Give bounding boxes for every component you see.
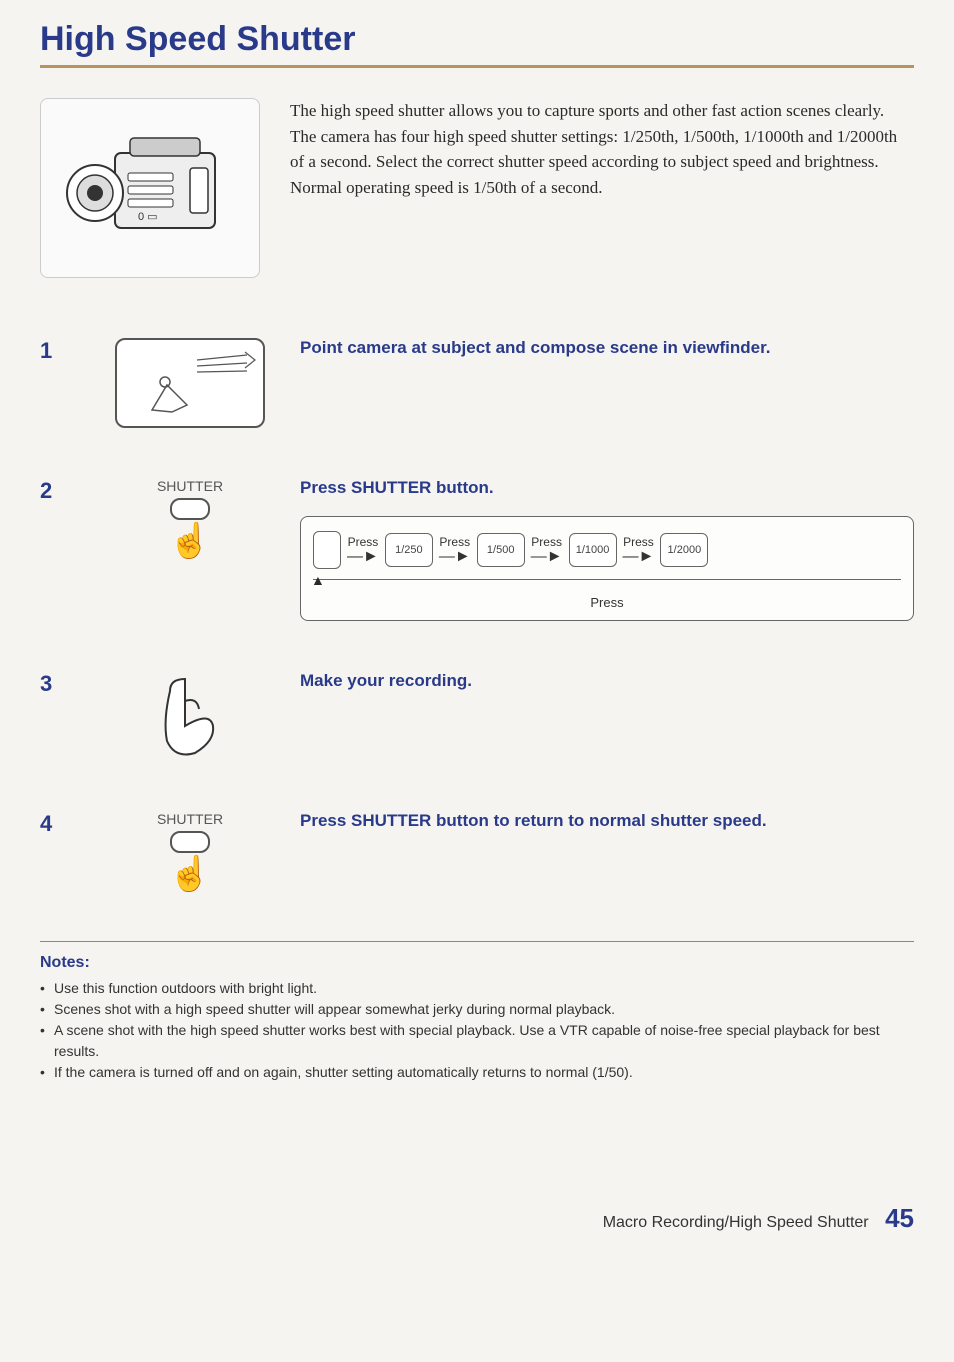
flow-press-label: Press bbox=[439, 535, 470, 549]
step-4: 4 SHUTTER ☝ Press SHUTTER button to retu… bbox=[40, 811, 914, 891]
camera-illustration: 0 ▭ bbox=[40, 98, 260, 278]
notes-divider bbox=[40, 941, 914, 942]
shutter-button-icon bbox=[170, 831, 210, 853]
flow-speed-box: 1/250 bbox=[385, 533, 433, 567]
step-1-headline: Point camera at subject and compose scen… bbox=[300, 338, 914, 358]
step-number: 3 bbox=[40, 671, 80, 697]
camera-icon: 0 ▭ bbox=[60, 118, 240, 258]
flow-press-label: Press bbox=[531, 535, 562, 549]
step-2-illustration: SHUTTER ☝ bbox=[110, 478, 270, 558]
shutter-button-label: SHUTTER bbox=[157, 811, 223, 827]
arrow-right-icon: ―► bbox=[531, 549, 563, 565]
arrow-right-icon: ―► bbox=[623, 549, 655, 565]
step-1: 1 Point camera at subject and compose sc… bbox=[40, 338, 914, 428]
page-number: 45 bbox=[885, 1203, 914, 1233]
step-3: 3 Make your recording. bbox=[40, 671, 914, 761]
press-hand-icon: ☝ bbox=[169, 857, 211, 891]
viewfinder-icon bbox=[115, 338, 265, 428]
flow-start-box bbox=[313, 531, 341, 569]
step-number: 4 bbox=[40, 811, 80, 837]
intro-text: The high speed shutter allows you to cap… bbox=[290, 98, 914, 278]
arrow-right-icon: ―► bbox=[347, 549, 379, 565]
page-footer: Macro Recording/High Speed Shutter 45 bbox=[40, 1203, 914, 1234]
shutter-flow-diagram: Press ―► 1/250 Press ―► 1/500 Press ―► 1… bbox=[300, 516, 914, 621]
step-3-illustration bbox=[110, 671, 270, 761]
notes-item: Use this function outdoors with bright l… bbox=[40, 978, 914, 999]
step-4-illustration: SHUTTER ☝ bbox=[110, 811, 270, 891]
arrow-right-icon: ―► bbox=[439, 549, 471, 565]
flow-press-label: Press bbox=[623, 535, 654, 549]
notes-heading: Notes: bbox=[40, 954, 914, 972]
flow-speed-box: 1/1000 bbox=[569, 533, 617, 567]
shutter-button-icon bbox=[170, 498, 210, 520]
flow-return-label: Press bbox=[313, 595, 901, 610]
shutter-button-label: SHUTTER bbox=[157, 478, 223, 494]
press-hand-icon: ☝ bbox=[169, 524, 211, 558]
step-number: 2 bbox=[40, 478, 80, 504]
thumb-press-icon bbox=[155, 671, 225, 761]
notes-list: Use this function outdoors with bright l… bbox=[40, 978, 914, 1083]
flow-speed-box: 1/500 bbox=[477, 533, 525, 567]
notes-item: A scene shot with the high speed shutter… bbox=[40, 1020, 914, 1062]
svg-text:0 ▭: 0 ▭ bbox=[138, 211, 158, 223]
step-1-illustration bbox=[110, 338, 270, 428]
flow-speed-box: 1/2000 bbox=[660, 533, 708, 567]
step-2: 2 SHUTTER ☝ Press SHUTTER button. Press … bbox=[40, 478, 914, 621]
page-title: High Speed Shutter bbox=[40, 20, 914, 65]
arrow-up-icon: ▲ bbox=[311, 572, 325, 588]
step-4-headline: Press SHUTTER button to return to normal… bbox=[300, 811, 914, 831]
flow-press-label: Press bbox=[348, 535, 379, 549]
notes-item: Scenes shot with a high speed shutter wi… bbox=[40, 999, 914, 1020]
notes-item: If the camera is turned off and on again… bbox=[40, 1062, 914, 1083]
flow-return-line: ▲ bbox=[313, 579, 901, 593]
intro-section: 0 ▭ The high speed shutter allows you to… bbox=[40, 98, 914, 278]
step-3-headline: Make your recording. bbox=[300, 671, 914, 691]
step-2-headline: Press SHUTTER button. bbox=[300, 478, 914, 498]
footer-section-title: Macro Recording/High Speed Shutter bbox=[603, 1214, 869, 1231]
step-number: 1 bbox=[40, 338, 80, 364]
